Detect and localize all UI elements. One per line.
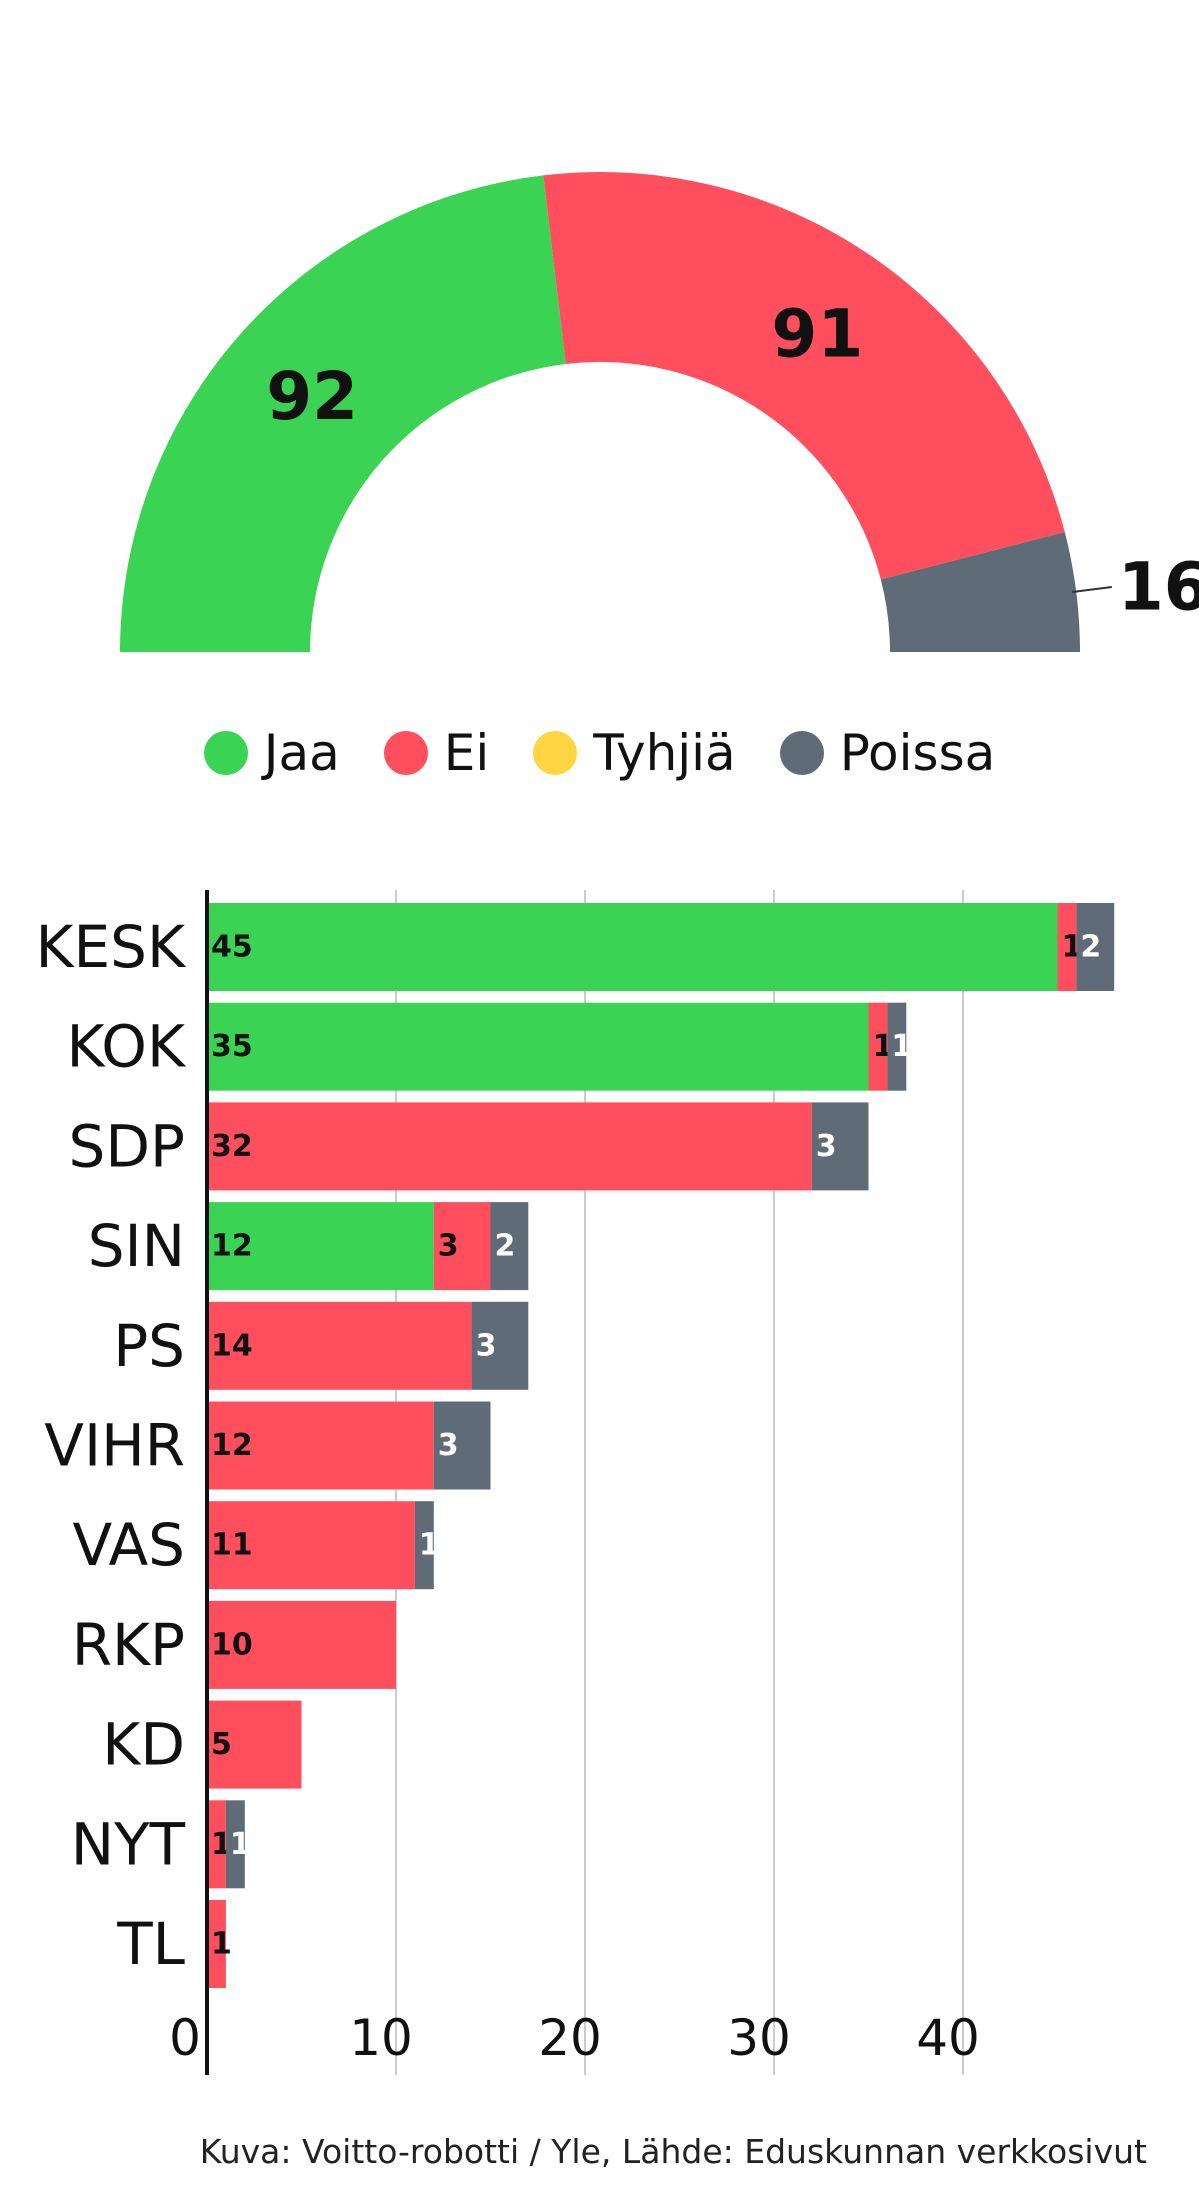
legend-item-poissa: Poissa <box>779 724 996 782</box>
bar-kok-jaa <box>207 1002 869 1091</box>
bar-label-vihr-ei: 12 <box>211 1428 253 1463</box>
x-tick-40: 40 <box>916 2009 980 2067</box>
donut-value-ei: 91 <box>771 296 863 373</box>
bar-sdp-poissa <box>811 1102 869 1191</box>
category-label-sdp: SDP <box>69 1112 185 1180</box>
bar-kesk-poissa <box>1076 903 1115 991</box>
bar-tl-ei <box>207 1900 226 1988</box>
legend: Jaa Ei Tyhjiä Poissa <box>0 728 1199 778</box>
bar-label-ps-ei: 14 <box>211 1328 253 1363</box>
bar-vas-poissa <box>414 1501 434 1590</box>
bar-kok-ei <box>868 1002 888 1091</box>
donut-value-jaa: 92 <box>266 358 358 435</box>
bar-ps-poissa <box>471 1301 529 1390</box>
legend-label-jaa: Jaa <box>263 724 340 782</box>
bar-sin-ei <box>433 1202 491 1291</box>
bar-label-kesk-poissa: 2 <box>1080 930 1101 965</box>
legend-item-ei: Ei <box>383 724 490 782</box>
x-tick-30: 30 <box>727 2009 791 2067</box>
legend-swatch-ei <box>383 731 428 775</box>
x-tick-0: 0 <box>169 2009 201 2067</box>
bar-label-kd-ei: 5 <box>211 1727 232 1762</box>
legend-swatch-jaa <box>203 731 248 775</box>
x-tick-10: 10 <box>349 2009 413 2067</box>
legend-swatch-poissa <box>779 731 824 775</box>
bar-label-sin-ei: 3 <box>438 1229 459 1264</box>
bar-sin-jaa <box>207 1202 434 1291</box>
bar-sin-poissa <box>490 1202 529 1291</box>
bar-label-kok-jaa: 35 <box>211 1029 253 1064</box>
bar-vihr-ei <box>207 1401 434 1490</box>
legend-label-poissa: Poissa <box>839 724 996 782</box>
bar-nyt-ei <box>207 1800 226 1889</box>
bar-vas-ei <box>207 1501 415 1590</box>
bar-label-sin-jaa: 12 <box>211 1229 253 1264</box>
category-label-kesk: KESK <box>35 913 186 981</box>
bar-label-vas-ei: 11 <box>211 1528 253 1563</box>
x-tick-20: 20 <box>538 2009 602 2067</box>
bar-kesk-jaa <box>207 903 1058 991</box>
donut-slice-jaa <box>120 175 566 652</box>
category-label-vihr: VIHR <box>44 1412 185 1480</box>
legend-item-tyhjia: Tyhjiä <box>533 724 736 782</box>
category-label-vas: VAS <box>73 1511 185 1579</box>
donut-value-poissa: 16 <box>1118 549 1199 626</box>
legend-item-jaa: Jaa <box>203 724 340 782</box>
bar-rkp-ei <box>207 1600 396 1689</box>
donut-slice-ei <box>543 172 1065 580</box>
credit-line: Kuva: Voitto-robotti / Yle, Lähde: Edusk… <box>199 2132 1147 2171</box>
legend-swatch-tyhjia <box>533 731 578 775</box>
category-label-ps: PS <box>113 1312 185 1380</box>
bar-label-tl-ei: 1 <box>211 1927 232 1962</box>
category-label-sin: SIN <box>88 1212 185 1280</box>
category-label-tl: TL <box>116 1910 185 1978</box>
legend-label-tyhjia: Tyhjiä <box>593 724 736 782</box>
bar-label-sin-poissa: 2 <box>495 1229 516 1264</box>
bar-kesk-ei <box>1057 903 1077 991</box>
bar-label-nyt-poissa: 1 <box>230 1827 251 1862</box>
donut-leader-poissa <box>1072 586 1113 594</box>
bar-sdp-ei <box>207 1102 812 1191</box>
bar-nyt-poissa <box>225 1800 245 1889</box>
bar-label-kesk-jaa: 45 <box>211 930 253 965</box>
category-label-kd: KD <box>102 1711 185 1779</box>
bar-label-sdp-ei: 32 <box>211 1129 253 1164</box>
category-label-kok: KOK <box>66 1013 187 1081</box>
bar-label-sdp-poissa: 3 <box>816 1129 837 1164</box>
category-label-rkp: RKP <box>72 1611 185 1679</box>
bar-label-ps-poissa: 3 <box>476 1328 497 1363</box>
bar-kok-poissa <box>887 1002 907 1091</box>
category-label-nyt: NYT <box>71 1810 186 1878</box>
bar-kd-ei <box>207 1700 302 1789</box>
bar-label-vihr-poissa: 3 <box>438 1428 459 1463</box>
bar-label-rkp-ei: 10 <box>211 1627 253 1662</box>
bar-ps-ei <box>207 1301 472 1390</box>
legend-label-ei: Ei <box>443 724 490 782</box>
donut-slice-poissa <box>880 532 1080 652</box>
bar-label-kok-poissa: 1 <box>891 1029 912 1064</box>
bar-vihr-poissa <box>433 1401 491 1490</box>
bar-label-vas-poissa: 1 <box>419 1528 440 1563</box>
